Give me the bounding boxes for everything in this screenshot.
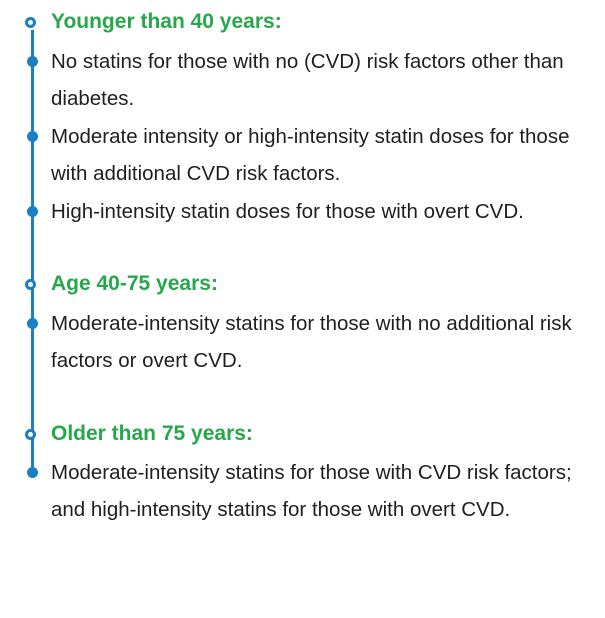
section-marker-icon: [25, 429, 36, 440]
bullet-dot-icon: [27, 131, 38, 142]
list-item: Moderate-intensity statins for those wit…: [51, 461, 572, 521]
section-heading: Older than 75 years:: [51, 422, 253, 445]
list-item: Moderate-intensity statins for those wit…: [51, 312, 572, 372]
list-item: No statins for those with no (CVD) risk …: [51, 50, 564, 110]
bullet-dot-icon: [27, 318, 38, 329]
timeline-line: [31, 30, 34, 472]
bullet-dot-icon: [27, 206, 38, 217]
section-marker-icon: [25, 17, 36, 28]
section-marker-icon: [25, 279, 36, 290]
list-item: Moderate intensity or high-intensity sta…: [51, 125, 570, 185]
section-heading: Age 40-75 years:: [51, 272, 218, 295]
bullet-dot-icon: [27, 467, 38, 478]
section-heading: Younger than 40 years:: [51, 10, 282, 33]
bullet-dot-icon: [27, 56, 38, 67]
list-item: High-intensity statin doses for those wi…: [51, 200, 524, 223]
